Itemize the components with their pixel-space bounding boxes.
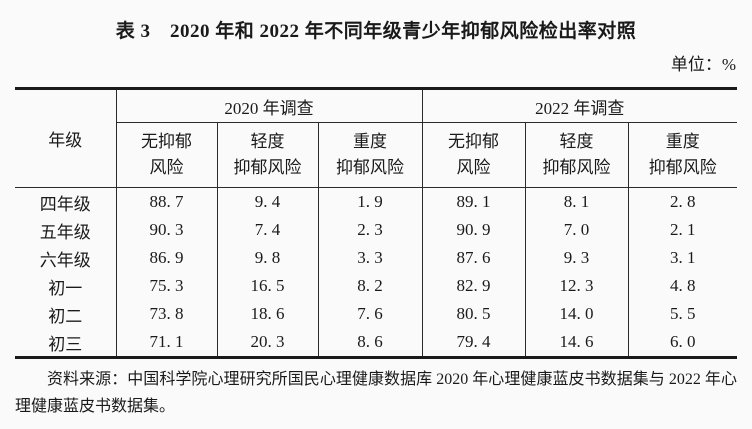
column-header-line: 重度 bbox=[353, 131, 387, 151]
table-row: 五年级 90. 3 7. 4 2. 3 90. 9 7. 0 2. 1 bbox=[15, 216, 738, 244]
value-cell: 3. 1 bbox=[627, 244, 738, 272]
column-header-line: 无抑郁 bbox=[141, 131, 192, 151]
table-row: 四年级 88. 7 9. 4 1. 9 89. 1 8. 1 2. 8 bbox=[15, 187, 738, 216]
value-cell: 87. 6 bbox=[421, 244, 526, 272]
value-cell: 88. 7 bbox=[115, 187, 217, 216]
value-cell: 80. 5 bbox=[421, 300, 526, 328]
source-note: 资料来源：中国科学院心理研究所国民心理健康数据库 2020 年心理健康蓝皮书数据… bbox=[15, 371, 737, 416]
corner-header-grade: 年级 bbox=[15, 88, 116, 188]
value-cell: 8. 1 bbox=[524, 187, 629, 216]
grade-cell: 四年级 bbox=[39, 194, 91, 214]
value-cell: 90. 3 bbox=[115, 216, 217, 244]
value-cell: 86. 9 bbox=[115, 244, 217, 272]
value-cell: 9. 8 bbox=[216, 244, 318, 272]
column-header-line: 抑郁风险 bbox=[542, 158, 611, 177]
column-header-line: 轻度 bbox=[559, 131, 594, 151]
table-title: 表 3 2020 年和 2022 年不同年级青少年抑郁风险检出率对照 bbox=[115, 21, 637, 42]
value-cell: 9. 4 bbox=[216, 187, 318, 216]
value-cell: 6. 0 bbox=[627, 328, 738, 358]
value-cell: 16. 5 bbox=[216, 272, 318, 300]
grade-cell: 初二 bbox=[48, 306, 83, 326]
value-cell: 2. 8 bbox=[627, 187, 738, 216]
value-cell: 8. 2 bbox=[317, 272, 423, 300]
grade-cell: 五年级 bbox=[39, 222, 91, 242]
value-cell: 14. 6 bbox=[524, 328, 629, 358]
group-header-2020: 2020 年调查 bbox=[115, 88, 423, 123]
column-header-2020-severe: 重度 抑郁风险 bbox=[317, 122, 423, 188]
column-header-2022-none: 无抑郁 风险 bbox=[421, 122, 526, 188]
value-cell: 9. 3 bbox=[524, 244, 629, 272]
column-header-2022-mild: 轻度 抑郁风险 bbox=[524, 122, 629, 188]
value-cell: 18. 6 bbox=[216, 300, 318, 328]
value-cell: 4. 8 bbox=[627, 272, 738, 300]
value-cell: 20. 3 bbox=[216, 328, 318, 358]
value-cell: 7. 0 bbox=[524, 216, 629, 244]
column-header-line: 风险 bbox=[149, 158, 184, 177]
value-cell: 89. 1 bbox=[421, 187, 526, 216]
table-row: 初二 73. 8 18. 6 7. 6 80. 5 14. 0 5. 5 bbox=[15, 300, 738, 328]
value-cell: 2. 1 bbox=[627, 216, 738, 244]
value-cell: 79. 4 bbox=[421, 328, 526, 358]
column-header-2020-none: 无抑郁 风险 bbox=[115, 122, 217, 188]
column-header-row: 无抑郁 风险 轻度 抑郁风险 重度 抑郁风险 无抑郁 风险 轻度 抑郁风险 bbox=[15, 122, 738, 188]
value-cell: 1. 9 bbox=[317, 187, 423, 216]
grade-cell: 初三 bbox=[48, 334, 83, 354]
table-row: 六年级 86. 9 9. 8 3. 3 87. 6 9. 3 3. 1 bbox=[15, 244, 738, 272]
value-cell: 71. 1 bbox=[115, 328, 217, 358]
column-header-2020-mild: 轻度 抑郁风险 bbox=[216, 122, 318, 188]
value-cell: 7. 6 bbox=[317, 300, 423, 328]
column-header-line: 风险 bbox=[456, 158, 491, 177]
value-cell: 82. 9 bbox=[421, 272, 526, 300]
column-header-2022-severe: 重度 抑郁风险 bbox=[627, 122, 738, 188]
column-header-line: 抑郁风险 bbox=[233, 158, 302, 177]
column-header-line: 无抑郁 bbox=[448, 131, 500, 151]
column-header-line: 轻度 bbox=[250, 131, 285, 151]
grade-cell: 六年级 bbox=[39, 250, 91, 270]
table-row: 初一 75. 3 16. 5 8. 2 82. 9 12. 3 4. 8 bbox=[15, 272, 738, 300]
value-cell: 90. 9 bbox=[421, 216, 526, 244]
value-cell: 7. 4 bbox=[216, 216, 318, 244]
group-header-row: 年级 2020 年调查 2022 年调查 bbox=[15, 88, 738, 188]
column-header-line: 抑郁风险 bbox=[648, 158, 717, 177]
grade-cell: 初一 bbox=[48, 278, 83, 298]
value-cell: 8. 6 bbox=[317, 328, 423, 358]
group-header-2022: 2022 年调查 bbox=[421, 88, 738, 123]
value-cell: 73. 8 bbox=[115, 300, 217, 328]
column-header-line: 重度 bbox=[665, 131, 700, 151]
value-cell: 12. 3 bbox=[524, 272, 629, 300]
data-table: 年级 2020 年调查 2022 年调查 无抑郁 风险 轻度 抑郁风险 重度 抑… bbox=[15, 87, 738, 359]
value-cell: 5. 5 bbox=[627, 300, 738, 328]
value-cell: 14. 0 bbox=[524, 300, 629, 328]
value-cell: 3. 3 bbox=[317, 244, 423, 272]
value-cell: 2. 3 bbox=[317, 216, 423, 244]
unit-label: 单位：% bbox=[670, 55, 736, 74]
value-cell: 75. 3 bbox=[115, 272, 217, 300]
column-header-line: 抑郁风险 bbox=[336, 158, 404, 177]
table-row: 初三 71. 1 20. 3 8. 6 79. 4 14. 6 6. 0 bbox=[15, 328, 738, 358]
